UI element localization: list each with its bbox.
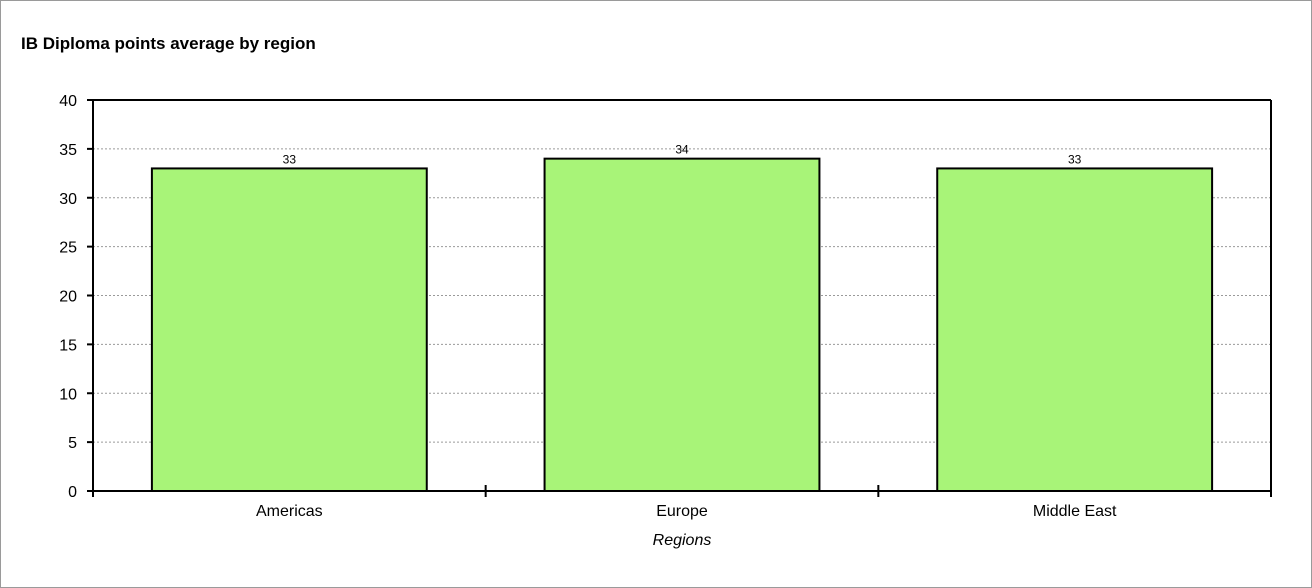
y-tick-label: 0 [68, 484, 77, 501]
x-tick-label: Middle East [1033, 503, 1117, 520]
bar [936, 167, 1214, 493]
x-tick-label: Europe [656, 503, 708, 520]
y-tick-label: 5 [68, 435, 77, 452]
y-tick-label: 10 [59, 386, 77, 403]
y-tick-label: 25 [59, 240, 77, 257]
x-tick-label: Americas [256, 503, 323, 520]
y-tick-label: 15 [59, 337, 77, 354]
y-tick-label: 40 [59, 93, 77, 110]
x-axis-title: Regions [653, 532, 712, 549]
bar [150, 167, 428, 493]
data-label: 34 [675, 143, 689, 157]
data-label: 33 [283, 152, 297, 166]
y-tick-label: 35 [59, 142, 77, 159]
y-tick-label: 20 [59, 289, 77, 306]
bar [543, 157, 821, 492]
data-label: 33 [1068, 152, 1082, 166]
y-tick-label: 30 [59, 191, 77, 208]
chart-title: IB Diploma points average by region [21, 34, 316, 53]
